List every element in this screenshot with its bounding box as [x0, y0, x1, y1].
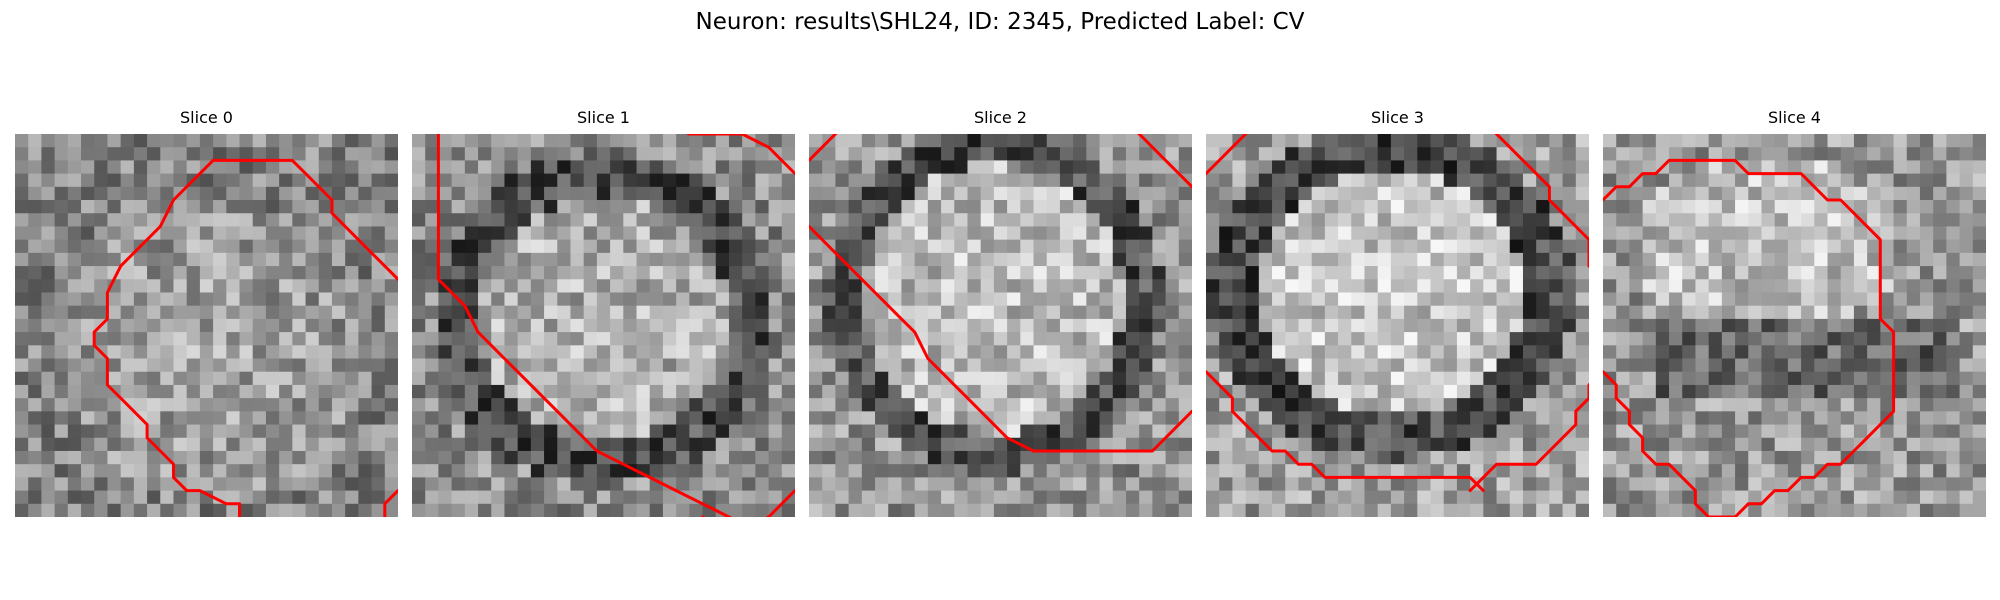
slice-panel: Slice 2 [809, 108, 1192, 517]
pixel-grid [412, 134, 795, 517]
contour-line [701, 489, 795, 517]
slice-title: Slice 3 [1371, 108, 1424, 127]
slice-panel: Slice 4 [1603, 108, 1986, 517]
contour-line [809, 134, 838, 162]
slice-image [809, 134, 1192, 517]
slice-panel: Slice 1 [412, 108, 795, 517]
contour-line [1137, 134, 1192, 189]
slice-image [1206, 134, 1589, 517]
contour-line [436, 134, 795, 517]
pixel-grid [1206, 134, 1589, 517]
slice-panel: Slice 3 [1206, 108, 1589, 517]
slice-title: Slice 1 [577, 108, 630, 127]
pixel-grid [809, 134, 1192, 517]
contour-line [211, 158, 398, 281]
slice-image [1603, 134, 1986, 517]
slice-panel: Slice 0 [15, 108, 398, 517]
contour-line [383, 489, 398, 517]
figure-title: Neuron: results\SHL24, ID: 2345, Predict… [695, 9, 1305, 35]
slice-title: Slice 4 [1768, 108, 1821, 127]
slice-title: Slice 2 [974, 108, 1027, 127]
slice-image [412, 134, 795, 517]
contour-line [1206, 134, 1589, 493]
contour-line [809, 224, 1192, 453]
contour-line [1206, 370, 1485, 493]
contour-line [92, 158, 241, 517]
pixel-grid [1603, 134, 1986, 517]
slice-title: Slice 0 [180, 108, 233, 127]
pixel-grid [15, 134, 398, 517]
contour-line [1603, 158, 1896, 517]
slice-image [15, 134, 398, 517]
